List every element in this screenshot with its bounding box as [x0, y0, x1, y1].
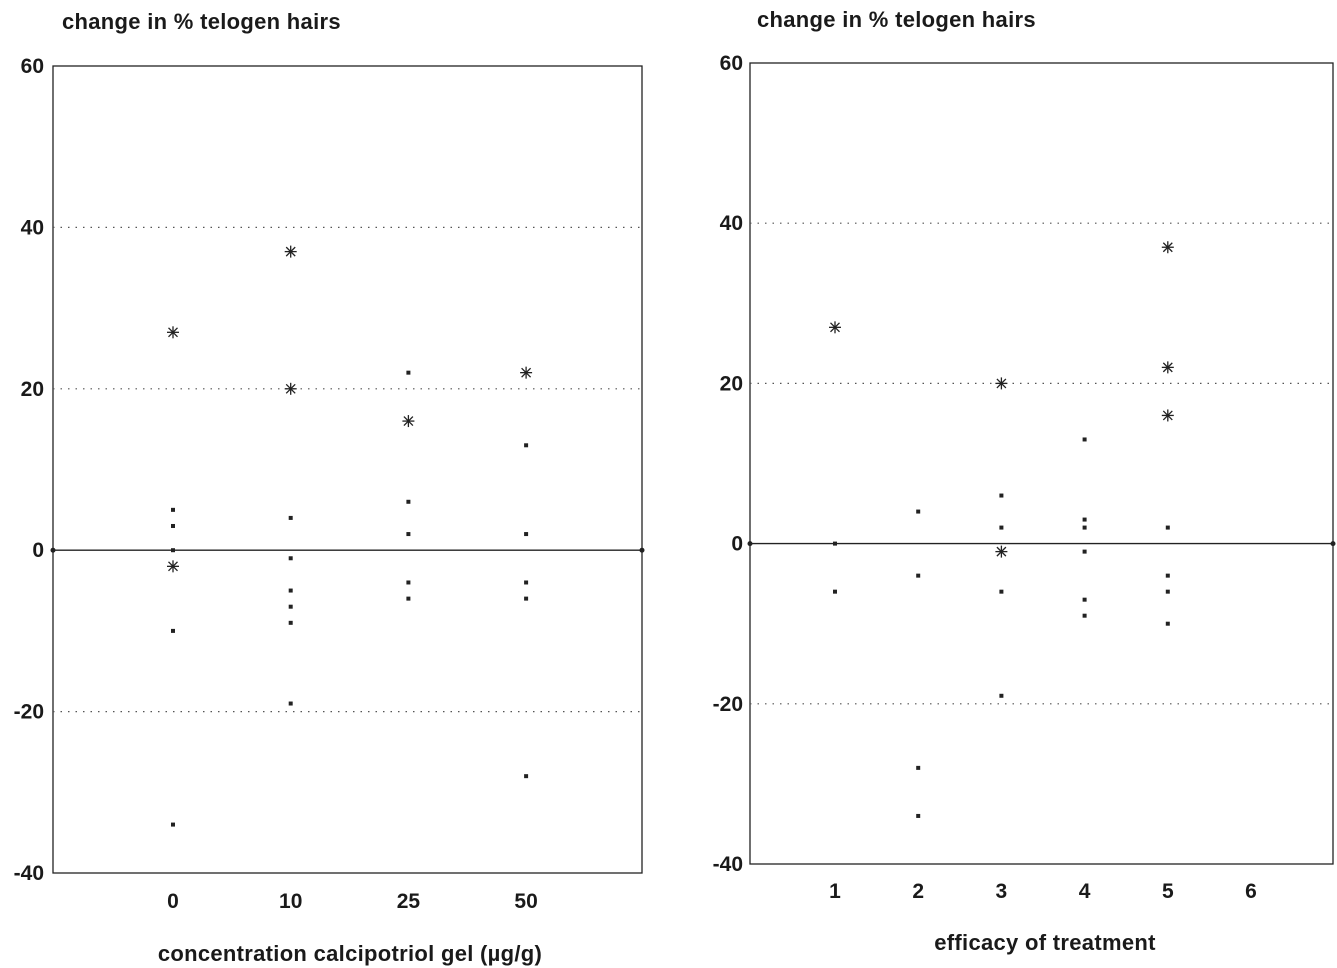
y-tick-label: 60 [720, 52, 743, 75]
data-point-dot [524, 774, 529, 779]
y-tick-label: -40 [14, 862, 44, 885]
data-point-dot [1165, 525, 1170, 530]
data-point-asterisk [995, 545, 1008, 558]
data-point-dot [524, 596, 529, 601]
data-point-dot [1082, 517, 1087, 522]
y-tick-label: -40 [713, 853, 743, 876]
x-axis-title: concentration calcipotriol gel (µg/g) [158, 941, 542, 966]
x-tick-label: 10 [279, 890, 302, 913]
x-tick-label: 6 [1245, 880, 1257, 903]
data-point-asterisk [167, 326, 179, 339]
data-point-asterisk [1161, 241, 1174, 254]
data-point-dot [1082, 597, 1087, 602]
data-point-dot [1082, 549, 1087, 554]
x-tick-label: 0 [167, 890, 179, 913]
data-point-dot [406, 580, 411, 585]
data-point-asterisk [402, 415, 415, 428]
data-point-dot [916, 509, 921, 514]
data-point-dot [1165, 589, 1170, 594]
data-point-dot [999, 693, 1004, 698]
data-point-dot [833, 589, 837, 594]
y-axis-label: change in % telogen hairs [62, 9, 341, 34]
right-chart-panel: 60 40 20 0 -20 -40 1 2 3 4 5 6 change in % telogen h… [713, 7, 1336, 955]
data-point-dot [288, 604, 293, 609]
data-point-dot [1165, 621, 1170, 626]
x-tick-label: 50 [514, 890, 537, 913]
data-point-asterisk [829, 321, 841, 334]
data-point-dot [916, 573, 921, 578]
zero-line-end [639, 547, 645, 553]
y-tick-label: 0 [731, 533, 743, 556]
data-point-dot [999, 589, 1004, 594]
data-point-dot [1165, 573, 1170, 578]
y-tick-label: 0 [32, 539, 44, 562]
y-tick-label: 20 [720, 372, 743, 395]
data-point-dot [524, 580, 529, 585]
data-point-dot [288, 701, 293, 706]
data-point-dot [406, 499, 411, 504]
y-tick-label: 40 [21, 216, 44, 239]
data-point-dot [171, 507, 175, 512]
data-point-asterisk [284, 382, 297, 395]
data-point-dot [916, 813, 921, 818]
data-point-dot [406, 532, 411, 537]
zero-line-end [747, 541, 753, 547]
left-chart-panel: 60 40 20 0 -20 -40 0 10 25 50 change in % telogen … [14, 9, 645, 966]
y-tick-label: 20 [21, 378, 44, 401]
data-point-dot [288, 515, 293, 520]
zero-line-end [1330, 541, 1336, 547]
data-point-asterisk [1161, 409, 1174, 422]
x-tick-label: 1 [829, 880, 841, 903]
data-point-dot [288, 620, 293, 625]
data-point-dot [406, 370, 411, 375]
data-point-dot [288, 588, 293, 593]
y-tick-label: 40 [720, 212, 743, 235]
x-tick-label: 3 [996, 880, 1008, 903]
data-point-dot [288, 556, 293, 561]
data-point-dot [406, 596, 411, 601]
x-tick-label: 2 [912, 880, 924, 903]
data-point-asterisk [167, 560, 179, 573]
data-point-dot [171, 628, 175, 633]
data-point-dot [524, 532, 529, 537]
data-point-asterisk [1161, 361, 1174, 374]
data-point-dot [833, 541, 837, 546]
plot-frame [749, 62, 1334, 865]
y-tick-label: 60 [21, 55, 44, 78]
x-tick-label: 4 [1079, 880, 1091, 903]
data-point-dot [171, 523, 175, 528]
data-point-asterisk [284, 245, 297, 258]
data-point-dot [171, 548, 175, 553]
zero-line-end [50, 547, 56, 553]
data-point-asterisk [520, 366, 533, 379]
data-point-dot [916, 765, 921, 770]
y-tick-label: -20 [14, 701, 44, 724]
y-tick-label: -20 [713, 693, 743, 716]
y-axis-label: change in % telogen hairs [757, 7, 1036, 32]
x-axis-title: efficacy of treatment [934, 930, 1156, 955]
plot-frame [52, 65, 643, 874]
data-point-dot [1082, 613, 1087, 618]
data-point-dot [999, 525, 1004, 530]
x-tick-label: 5 [1162, 880, 1174, 903]
data-point-dot [524, 443, 529, 448]
data-point-dot [1082, 437, 1087, 442]
data-point-dot [171, 822, 175, 827]
x-tick-label: 25 [397, 890, 421, 913]
data-point-dot [999, 493, 1004, 498]
data-point-asterisk [995, 377, 1008, 390]
data-point-dot [1082, 525, 1087, 530]
